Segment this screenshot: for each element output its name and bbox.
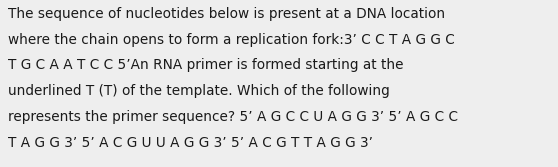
Text: T G C A A T C C 5’An RNA primer is formed starting at the: T G C A A T C C 5’An RNA primer is forme… <box>8 58 404 72</box>
Text: The sequence of nucleotides below is present at a DNA location: The sequence of nucleotides below is pre… <box>8 7 445 21</box>
Text: represents the primer sequence? 5’ A G C C U A G G 3’ 5’ A G C C: represents the primer sequence? 5’ A G C… <box>8 110 458 124</box>
Text: where the chain opens to form a replication fork:3’ C C T A G G C: where the chain opens to form a replicat… <box>8 33 455 47</box>
Text: T A G G 3’ 5’ A C G U U A G G 3’ 5’ A C G T T A G G 3’: T A G G 3’ 5’ A C G U U A G G 3’ 5’ A C … <box>8 136 373 150</box>
Text: underlined T (T) of the template. Which of the following: underlined T (T) of the template. Which … <box>8 84 390 98</box>
